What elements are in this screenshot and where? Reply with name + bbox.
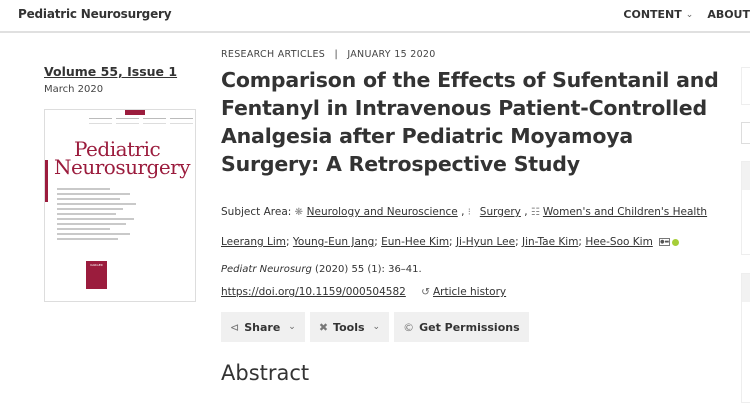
family-icon: ☷ <box>530 207 540 218</box>
nav-content-label: CONTENT <box>623 8 682 21</box>
author-link[interactable]: Eun-Hee Kim <box>381 236 450 248</box>
meta-separator: | <box>334 49 338 60</box>
subject-link-womens-childrens-health[interactable]: Women's and Children's Health <box>542 206 708 218</box>
right-rail-panel <box>741 273 750 403</box>
cover-toc-lines <box>57 188 189 243</box>
journal-brand[interactable]: Pediatric Neurosurgery <box>18 7 172 21</box>
issue-cover-image[interactable]: Pediatric Neurosurgery KARGER <box>44 109 196 302</box>
article-header: RESEARCH ARTICLES | JANUARY 15 2020 Comp… <box>221 49 721 385</box>
cover-accent-bar <box>45 160 48 202</box>
author-link[interactable]: Hee-Soo Kim <box>585 236 653 248</box>
citation: Pediatr Neurosurg (2020) 55 (1): 36–41. <box>221 264 422 275</box>
top-bar: Pediatric Neurosurgery CONTENT ⌄ ABOUT <box>0 0 750 33</box>
chevron-down-icon: ⌄ <box>372 322 381 332</box>
citation-journal: Pediatr Neurosurg <box>221 264 312 275</box>
issue-info: Volume 55, Issue 1 March 2020 <box>44 64 204 95</box>
history-icon: ↺ <box>421 286 430 298</box>
nav-about[interactable]: ABOUT <box>707 8 750 21</box>
article-category: RESEARCH ARTICLES <box>221 49 326 60</box>
cover-title-line2: Neurosurgery <box>54 155 191 179</box>
surgery-icon: ⁝ <box>467 207 471 218</box>
share-button[interactable]: ⊲ Share ⌄ <box>221 312 305 342</box>
article-history-link[interactable]: Article history <box>432 286 507 298</box>
cover-title: Pediatric Neurosurgery <box>54 137 191 179</box>
nav-content[interactable]: CONTENT ⌄ <box>623 8 693 21</box>
cover-header-lines <box>89 118 193 124</box>
right-rail-panel <box>741 161 750 255</box>
author-list: Leerang Lim; Young-Eun Jang; Eun-Hee Kim… <box>221 236 680 248</box>
cover-tab <box>125 110 145 115</box>
article-title: Comparison of the Effects of Sufentanil … <box>221 68 719 176</box>
cover-title-line1: Pediatric <box>74 137 161 161</box>
citation-details: (2020) 55 (1): 36–41. <box>311 264 422 275</box>
get-permissions-button[interactable]: © Get Permissions <box>394 312 529 342</box>
article-actions: ⊲ Share ⌄ ✖ Tools ⌄ © Get Permissions <box>221 312 529 342</box>
author-link[interactable]: Jin-Tae Kim <box>521 236 579 248</box>
chevron-down-icon: ⌄ <box>685 9 694 20</box>
publisher-logo: KARGER <box>86 261 107 289</box>
doi-link[interactable]: https://doi.org/10.1159/000504582 <box>221 286 406 298</box>
tools-label: Tools <box>333 320 365 334</box>
tools-button[interactable]: ✖ Tools ⌄ <box>309 312 390 342</box>
chevron-down-icon: ⌄ <box>288 322 296 332</box>
get-permissions-label: Get Permissions <box>419 320 520 334</box>
right-rail-box <box>741 67 750 105</box>
tools-icon: ✖ <box>318 320 329 334</box>
right-rail-button[interactable] <box>741 122 750 144</box>
abstract-heading: Abstract <box>221 361 310 385</box>
subject-link-surgery[interactable]: Surgery <box>479 206 521 218</box>
issue-date: March 2020 <box>44 84 104 95</box>
main-nav: CONTENT ⌄ ABOUT <box>623 8 750 21</box>
neuron-icon: ❋ <box>294 207 304 218</box>
subject-area: Subject Area: ❋ Neurology and Neuroscienc… <box>221 206 708 218</box>
contact-card-icon[interactable]: ●▬ <box>659 238 671 246</box>
subject-link-neurology[interactable]: Neurology and Neuroscience <box>306 206 458 218</box>
article-meta: RESEARCH ARTICLES | JANUARY 15 2020 <box>221 49 721 60</box>
nav-about-label: ABOUT <box>707 8 750 21</box>
doi-row: https://doi.org/10.1159/000504582 ↺ Artic… <box>221 286 506 298</box>
copyright-icon: © <box>403 320 415 334</box>
author-link[interactable]: Leerang Lim <box>221 236 286 248</box>
volume-issue-link[interactable]: Volume 55, Issue 1 <box>44 64 178 79</box>
subject-label: Subject Area: <box>221 206 292 218</box>
author-link[interactable]: Young-Eun Jang <box>292 236 375 248</box>
orcid-icon[interactable] <box>672 238 680 246</box>
share-icon: ⊲ <box>230 320 240 334</box>
article-date: JANUARY 15 2020 <box>347 49 436 60</box>
share-label: Share <box>244 320 281 334</box>
author-link[interactable]: Ji-Hyun Lee <box>455 236 516 248</box>
